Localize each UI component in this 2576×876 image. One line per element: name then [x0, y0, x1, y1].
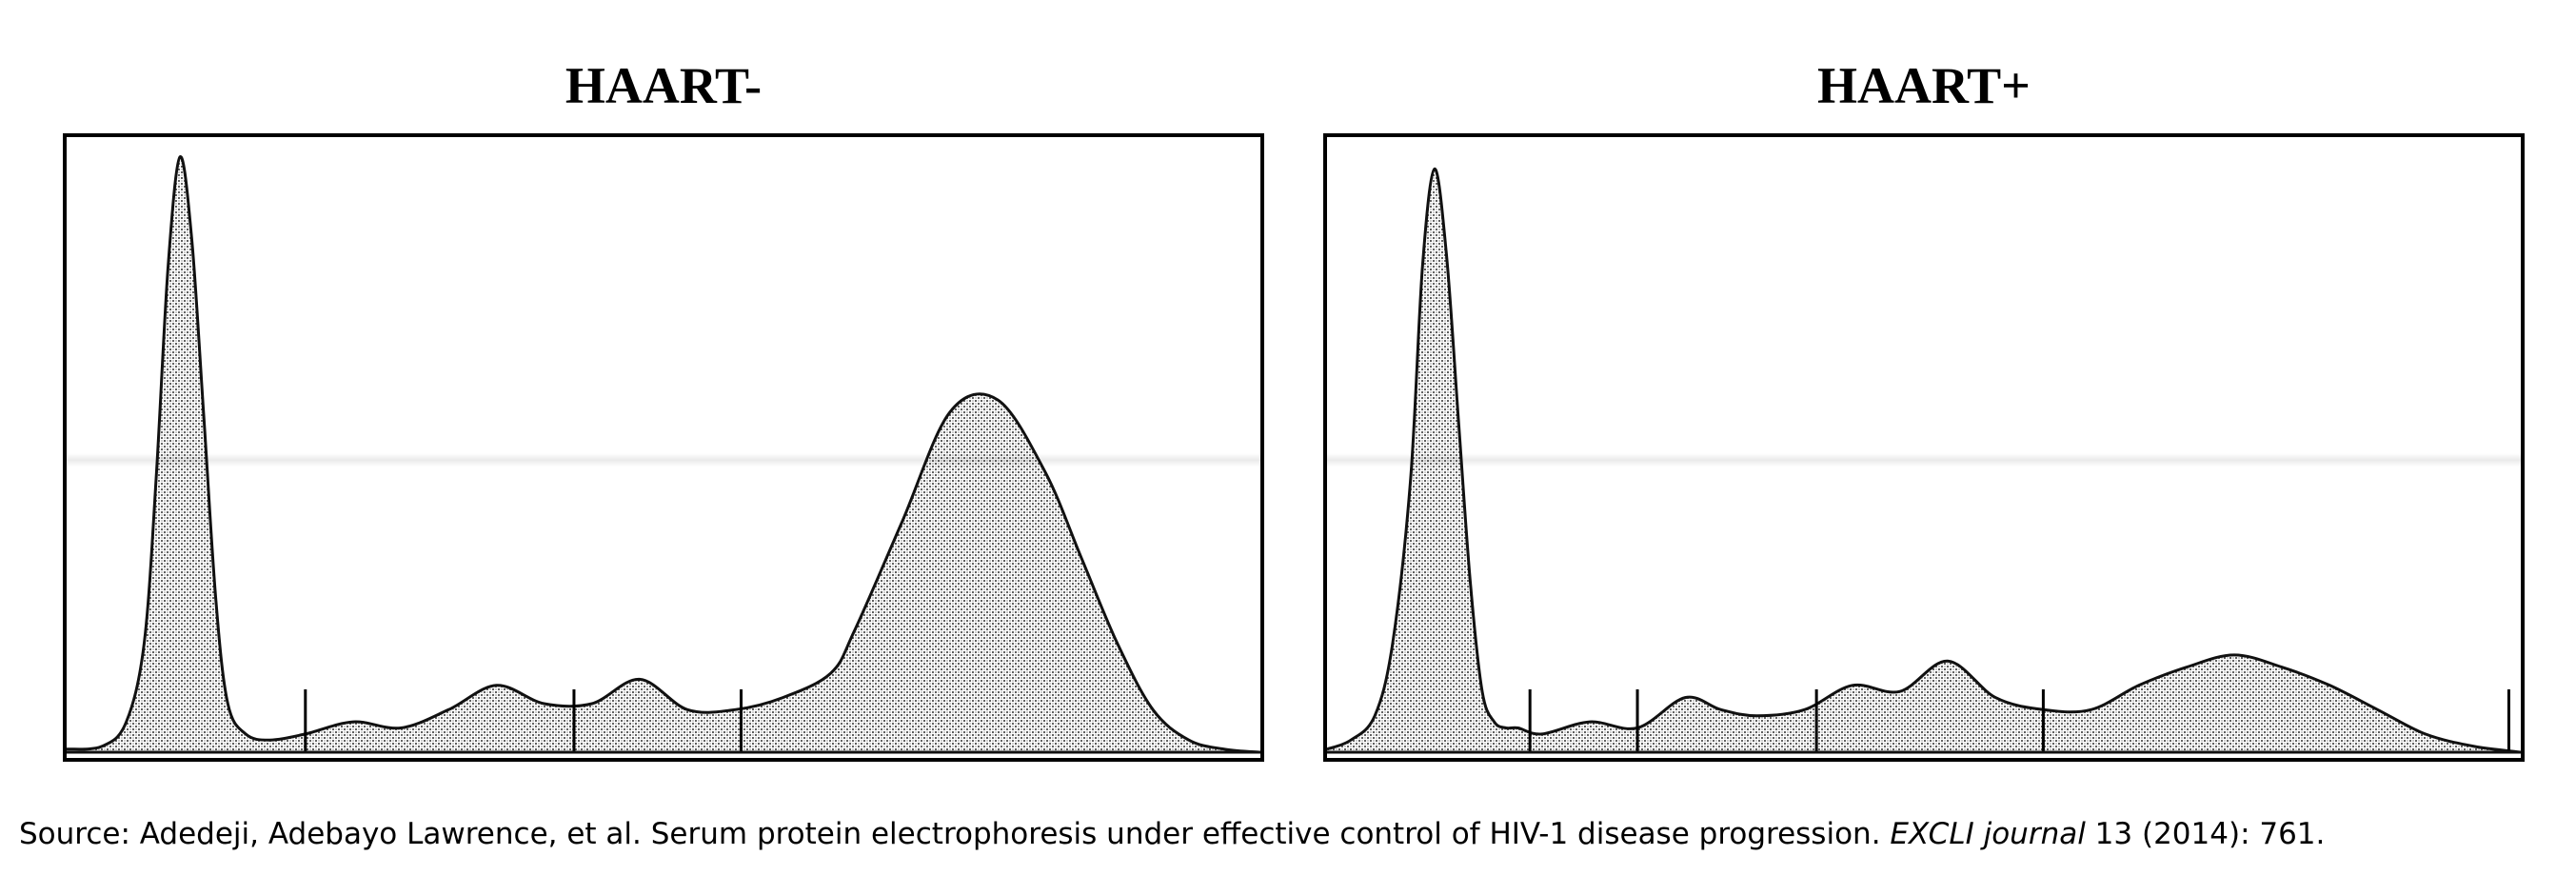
trace-line [1327, 167, 2521, 754]
source-suffix: 13 (2014): 761. [2085, 817, 2326, 851]
trace-area-fill [67, 156, 1260, 753]
electrophoresis-plot-haart-plus [1327, 167, 2521, 754]
chart-title-haart-minus: HAART- [565, 57, 763, 114]
source-citation: Source: Adedeji, Adebayo Lawrence, et al… [19, 817, 2551, 851]
plot-area-haart-minus [63, 133, 1264, 762]
source-journal: EXCLI journal [1890, 817, 2086, 851]
source-prefix: Source: Adedeji, Adebayo Lawrence, et al… [19, 817, 1891, 851]
trace-area-fill [1327, 169, 2521, 752]
trace-line [67, 155, 1260, 754]
scan-band [1327, 453, 2521, 467]
chart-title-haart-plus: HAART+ [1817, 57, 2031, 114]
plot-area-haart-plus [1323, 133, 2525, 762]
electrophoresis-plot-haart-minus [67, 155, 1260, 754]
